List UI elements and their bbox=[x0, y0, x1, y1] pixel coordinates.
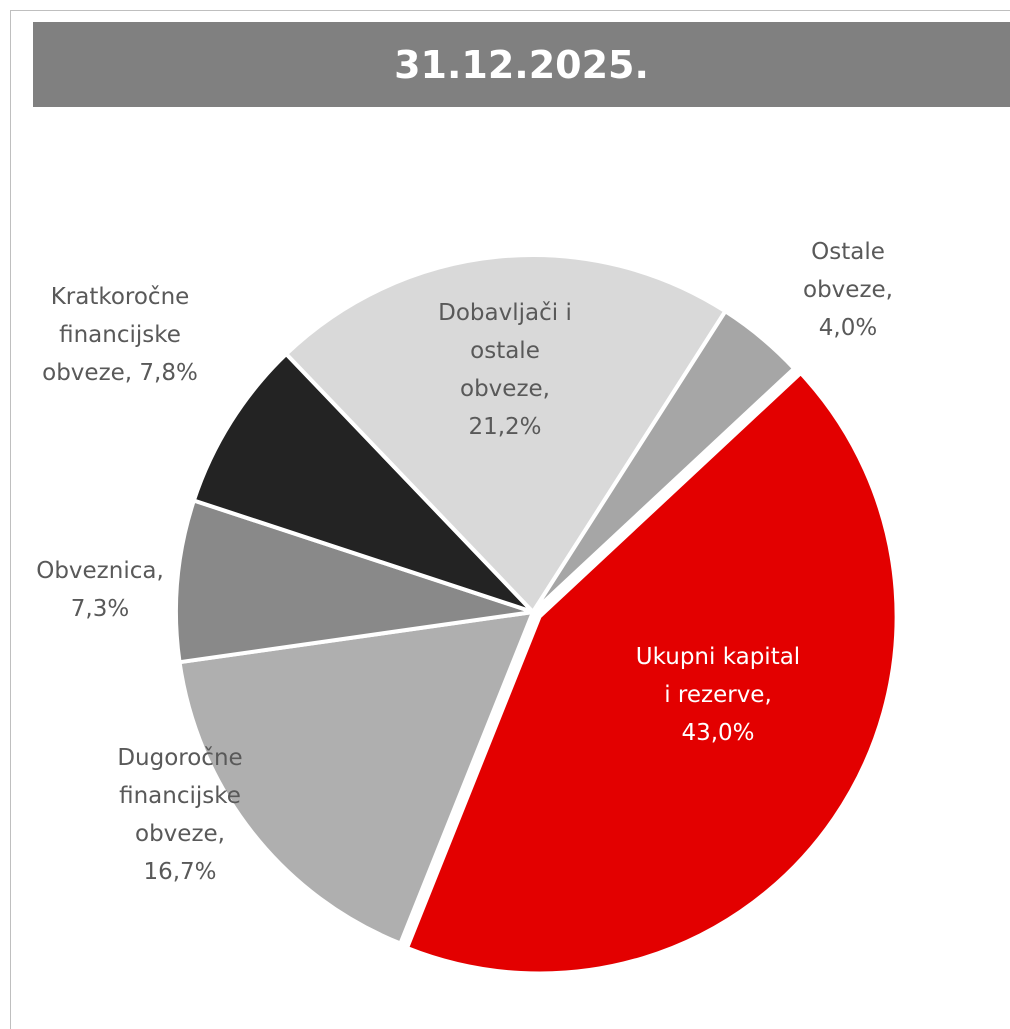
slice-label: Obveznica, 7,3% bbox=[25, 552, 175, 628]
category-label: Dugoročne financijske obveze, bbox=[117, 745, 243, 847]
category-label: Kratkoročne financijske obveze, bbox=[42, 284, 190, 386]
value-label: 4,0% bbox=[818, 315, 878, 341]
value-label: 21,2% bbox=[468, 414, 542, 440]
frame bbox=[10, 10, 1010, 1029]
category-label: Obveznica, bbox=[36, 558, 164, 584]
value-label: 7,8% bbox=[139, 360, 198, 386]
slice-label: Kratkoročne financijske obveze, 7,8% bbox=[20, 278, 220, 392]
slice-label: Dugoročne financijske obveze, 16,7% bbox=[105, 739, 255, 891]
title-bar: 31.12.2025. bbox=[33, 22, 1010, 107]
pie-slice bbox=[284, 253, 728, 614]
slice-label: Ostale obveze, 4,0% bbox=[772, 233, 924, 347]
pie-slice bbox=[405, 371, 899, 976]
value-label: 43,0% bbox=[681, 720, 755, 746]
value-label: 16,7% bbox=[143, 859, 217, 885]
pie-slice bbox=[531, 309, 797, 614]
category-label: Ostale obveze, bbox=[803, 239, 893, 303]
value-label: 7,3% bbox=[70, 596, 130, 622]
category-label: Ukupni kapital i rezerve, bbox=[635, 644, 801, 708]
pie-slice bbox=[177, 610, 535, 946]
slice-label: Ukupni kapital i rezerve, 43,0% bbox=[629, 638, 807, 752]
chart-title: 31.12.2025. bbox=[394, 42, 649, 87]
slice-label: Dobavljači i ostale obveze, 21,2% bbox=[435, 294, 575, 446]
pie-slice bbox=[174, 498, 535, 665]
category-label: Dobavljači i ostale obveze, bbox=[438, 300, 572, 402]
pie-slice bbox=[191, 351, 535, 614]
